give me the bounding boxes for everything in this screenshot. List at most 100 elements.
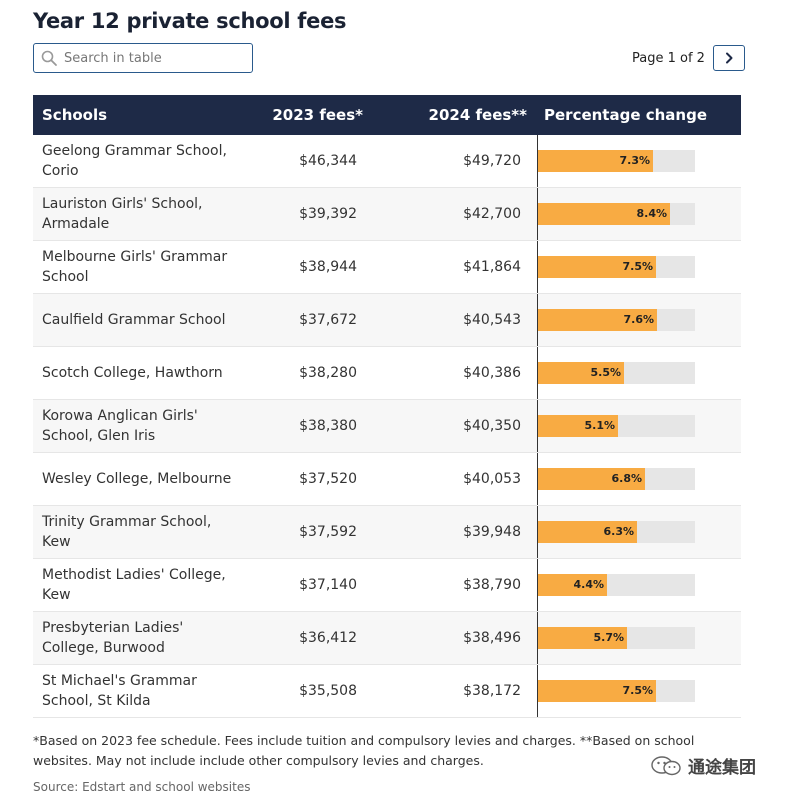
percentage-bar: 5.7% bbox=[538, 627, 627, 649]
bar-axis: 7.5% bbox=[537, 665, 741, 717]
search-icon bbox=[41, 50, 57, 66]
pagination: Page 1 of 2 bbox=[632, 44, 745, 72]
table-row: Korowa Anglican Girls' School, Glen Iris… bbox=[33, 399, 741, 453]
bar-track: 8.4% bbox=[538, 203, 695, 225]
fee-2024: $40,543 bbox=[463, 312, 521, 328]
bar-axis: 5.7% bbox=[537, 612, 741, 664]
percentage-label: 5.7% bbox=[593, 631, 624, 644]
fee-2023: $37,140 bbox=[299, 577, 357, 593]
percentage-change-cell: 7.5% bbox=[535, 241, 741, 294]
table-row: Melbourne Girls' Grammar School $38,944 $4… bbox=[33, 241, 741, 294]
percentage-change-cell: 6.8% bbox=[535, 453, 741, 506]
percentage-label: 7.6% bbox=[623, 313, 654, 326]
table-row: Caulfield Grammar School $37,672 $40,543 7.… bbox=[33, 293, 741, 347]
bar-track: 6.8% bbox=[538, 468, 695, 490]
percentage-label: 8.4% bbox=[636, 207, 667, 220]
table-row: Methodist Ladies' College, Kew $37,140 $38… bbox=[33, 559, 741, 612]
bar-track: 5.5% bbox=[538, 362, 695, 384]
fee-2023: $35,508 bbox=[299, 683, 357, 699]
percentage-change-cell: 6.3% bbox=[535, 506, 741, 559]
bar-track: 7.5% bbox=[538, 256, 695, 278]
percentage-bar: 7.5% bbox=[538, 680, 656, 702]
header-2024-fees[interactable]: 2024 fees** bbox=[371, 95, 535, 135]
fee-2024: $41,864 bbox=[463, 259, 521, 275]
percentage-bar: 6.8% bbox=[538, 468, 645, 490]
percentage-label: 6.3% bbox=[603, 525, 634, 538]
fee-2024: $38,172 bbox=[463, 683, 521, 699]
school-name: Melbourne Girls' Grammar School bbox=[42, 249, 228, 285]
percentage-label: 7.5% bbox=[622, 684, 653, 697]
school-name: St Michael's Grammar School, St Kilda bbox=[42, 673, 197, 709]
school-name: Presbyterian Ladies' College, Burwood bbox=[42, 620, 184, 656]
search-input[interactable]: Search in table bbox=[64, 50, 162, 66]
bar-track: 5.1% bbox=[538, 415, 695, 437]
page-title: Year 12 private school fees bbox=[33, 9, 347, 33]
table-row: Trinity Grammar School, Kew $37,592 $39,94… bbox=[33, 505, 741, 559]
school-name: Geelong Grammar School, Corio bbox=[42, 143, 227, 179]
bar-track: 6.3% bbox=[538, 521, 695, 543]
bar-axis: 4.4% bbox=[537, 559, 741, 611]
school-name: Scotch College, Hawthorn bbox=[42, 365, 223, 381]
percentage-change-cell: 5.5% bbox=[535, 347, 741, 400]
percentage-label: 5.5% bbox=[590, 366, 621, 379]
fee-2023: $39,392 bbox=[299, 206, 357, 222]
fee-2023: $38,380 bbox=[299, 418, 357, 434]
school-name: Korowa Anglican Girls' School, Glen Iris bbox=[42, 408, 198, 444]
bar-axis: 6.3% bbox=[537, 506, 741, 558]
percentage-bar: 5.1% bbox=[538, 415, 618, 437]
chevron-right-icon bbox=[725, 52, 733, 64]
percentage-label: 7.3% bbox=[619, 154, 650, 167]
source-note: Source: Edstart and school websites bbox=[33, 780, 251, 794]
percentage-change-cell: 7.5% bbox=[535, 665, 741, 718]
fee-2023: $38,280 bbox=[299, 365, 357, 381]
percentage-label: 7.5% bbox=[622, 260, 653, 273]
fee-2024: $38,496 bbox=[463, 630, 521, 646]
bar-track: 4.4% bbox=[538, 574, 695, 596]
table-row: St Michael's Grammar School, St Kilda $35… bbox=[33, 665, 741, 718]
fees-table: Schools 2023 fees* 2024 fees** Percentag… bbox=[33, 95, 741, 718]
percentage-bar: 8.4% bbox=[538, 203, 670, 225]
percentage-change-cell: 5.1% bbox=[535, 400, 741, 453]
bar-axis: 5.1% bbox=[537, 400, 741, 452]
school-name: Caulfield Grammar School bbox=[42, 312, 226, 328]
fee-2023: $37,672 bbox=[299, 312, 357, 328]
footnote: *Based on 2023 fee schedule. Fees includ… bbox=[33, 733, 695, 768]
bar-axis: 5.5% bbox=[537, 347, 741, 399]
fee-2024: $40,053 bbox=[463, 471, 521, 487]
search-box[interactable]: Search in table bbox=[33, 43, 253, 73]
percentage-bar: 7.6% bbox=[538, 309, 657, 331]
fee-2023: $46,344 bbox=[299, 153, 357, 169]
percentage-label: 6.8% bbox=[611, 472, 642, 485]
table-row: Geelong Grammar School, Corio $46,344 $49,… bbox=[33, 135, 741, 188]
percentage-change-cell: 7.3% bbox=[535, 135, 741, 188]
percentage-bar: 4.4% bbox=[538, 574, 607, 596]
percentage-change-cell: 7.6% bbox=[535, 294, 741, 347]
header-schools[interactable]: Schools bbox=[33, 95, 247, 135]
bar-track: 7.5% bbox=[538, 680, 695, 702]
fee-2023: $36,412 bbox=[299, 630, 357, 646]
fee-2023: $37,592 bbox=[299, 524, 357, 540]
fee-2024: $39,948 bbox=[463, 524, 521, 540]
table-row: Lauriston Girls' School, Armadale $39,392… bbox=[33, 187, 741, 241]
watermark: 通途集团 bbox=[650, 753, 756, 778]
school-name: Trinity Grammar School, Kew bbox=[42, 514, 212, 550]
page-indicator: Page 1 of 2 bbox=[632, 50, 705, 66]
school-name: Lauriston Girls' School, Armadale bbox=[42, 196, 203, 232]
school-name: Methodist Ladies' College, Kew bbox=[42, 567, 226, 603]
percentage-label: 4.4% bbox=[573, 578, 604, 591]
bar-axis: 7.6% bbox=[537, 294, 741, 346]
watermark-text: 通途集团 bbox=[688, 758, 756, 778]
fee-2024: $40,386 bbox=[463, 365, 521, 381]
bar-track: 7.6% bbox=[538, 309, 695, 331]
header-percentage-change[interactable]: Percentage change bbox=[535, 95, 741, 135]
wechat-icon bbox=[651, 755, 681, 775]
bar-axis: 7.3% bbox=[537, 135, 741, 187]
bar-axis: 8.4% bbox=[537, 188, 741, 240]
header-2023-fees[interactable]: 2023 fees* bbox=[247, 95, 371, 135]
next-page-button[interactable] bbox=[712, 45, 745, 71]
fee-2023: $38,944 bbox=[299, 259, 357, 275]
percentage-bar: 7.5% bbox=[538, 256, 656, 278]
table-header-row: Schools 2023 fees* 2024 fees** Percentag… bbox=[33, 95, 741, 135]
fee-2024: $42,700 bbox=[463, 206, 521, 222]
fee-2024: $40,350 bbox=[463, 418, 521, 434]
